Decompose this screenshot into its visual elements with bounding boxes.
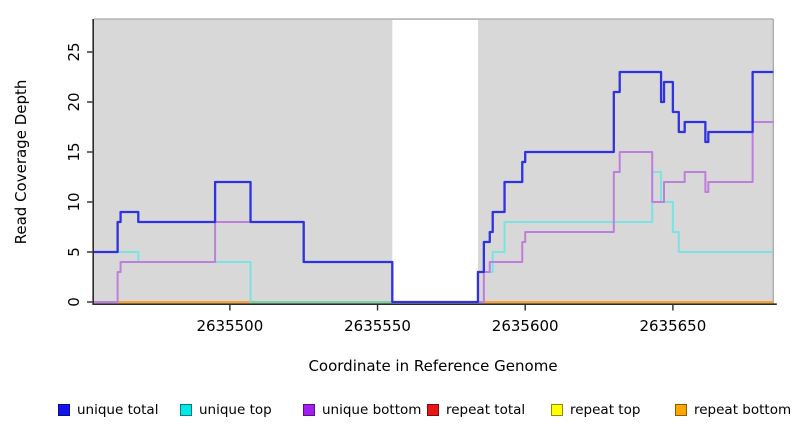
legend-swatch-repeat-total — [427, 404, 439, 416]
x-tick-label: 2635550 — [344, 317, 411, 335]
x-tick-label: 2635600 — [492, 317, 559, 335]
legend-swatch-repeat-top — [551, 404, 563, 416]
legend-item-repeat-top: repeat top — [551, 401, 640, 419]
legend-item-unique-top: unique top — [180, 401, 272, 419]
legend-label: unique bottom — [322, 402, 422, 418]
series-unique-bottom-line — [94, 121, 774, 303]
legend-item-repeat-bottom: repeat bottom — [675, 401, 791, 419]
legend-label: repeat total — [446, 402, 526, 418]
series-unique-total-line — [94, 70, 774, 304]
legend-swatch-unique-top — [180, 404, 192, 416]
y-tick-label: 10 — [65, 192, 83, 211]
zero-coverage-band — [392, 20, 478, 305]
legend-item-unique-bottom: unique bottom — [303, 401, 421, 419]
legend-item-repeat-total: repeat total — [427, 401, 525, 419]
y-tick-label: 5 — [65, 247, 83, 257]
y-tick-label: 0 — [65, 297, 83, 307]
x-tick-label: 2635650 — [639, 317, 706, 335]
y-tick-label: 20 — [65, 92, 83, 111]
x-axis-title: Coordinate in Reference Genome — [308, 357, 557, 375]
y-axis-title: Read Coverage Depth — [12, 80, 30, 245]
legend-label: unique total — [77, 402, 159, 418]
legend-swatch-repeat-bottom — [675, 404, 687, 416]
series-unique-top-line — [94, 171, 774, 303]
legend-label: unique top — [199, 402, 272, 418]
legend-label: repeat top — [570, 402, 641, 418]
y-tick-label: 25 — [65, 42, 83, 61]
y-tick-label: 15 — [65, 142, 83, 161]
legend-swatch-unique-bottom — [303, 404, 315, 416]
legend-label: repeat bottom — [694, 402, 792, 418]
legend-item-unique-total: unique total — [58, 401, 158, 419]
x-tick-label: 2635500 — [196, 317, 263, 335]
legend-swatch-unique-total — [58, 404, 70, 416]
